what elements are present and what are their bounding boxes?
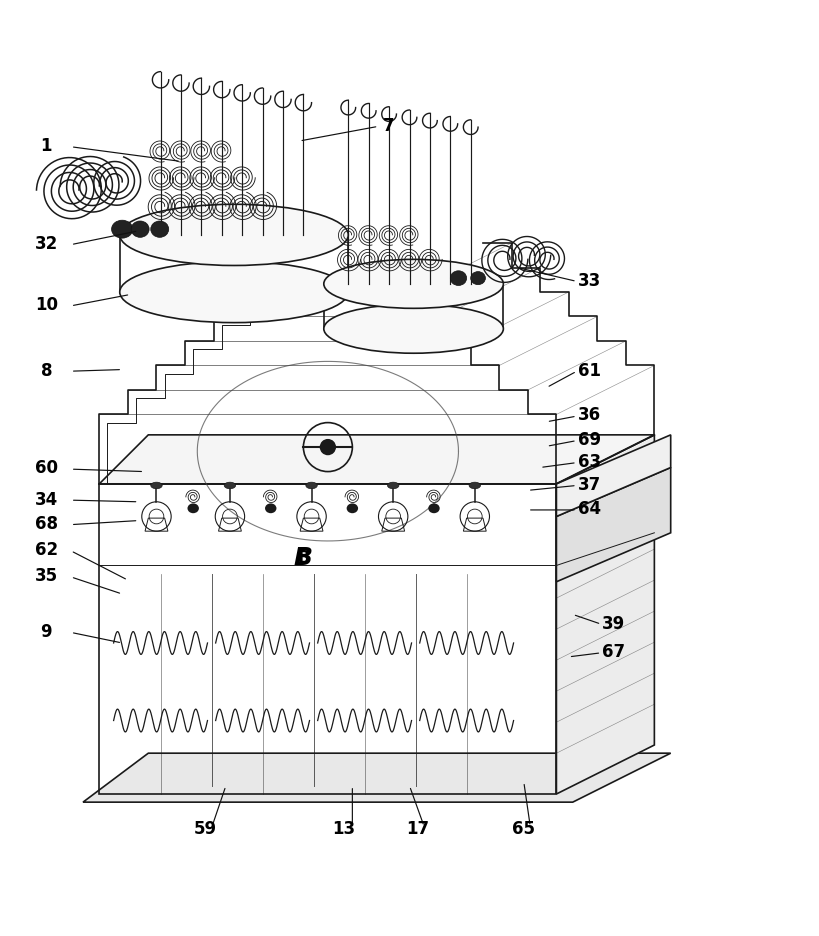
Ellipse shape <box>324 260 504 309</box>
Text: 67: 67 <box>602 642 625 661</box>
Polygon shape <box>556 435 654 794</box>
Text: 17: 17 <box>406 819 429 838</box>
Text: 37: 37 <box>577 475 600 493</box>
Ellipse shape <box>111 221 133 239</box>
Ellipse shape <box>450 271 467 286</box>
Polygon shape <box>83 753 671 802</box>
Ellipse shape <box>120 262 348 323</box>
Polygon shape <box>556 468 671 582</box>
Ellipse shape <box>131 222 149 238</box>
Ellipse shape <box>305 483 317 490</box>
Text: 64: 64 <box>577 500 600 518</box>
Ellipse shape <box>469 483 481 490</box>
Text: 8: 8 <box>40 361 52 379</box>
Ellipse shape <box>324 305 504 354</box>
Text: 35: 35 <box>34 566 58 585</box>
Text: 39: 39 <box>602 614 625 632</box>
Text: 59: 59 <box>194 819 217 838</box>
Text: 9: 9 <box>40 622 52 640</box>
Ellipse shape <box>224 483 236 490</box>
Text: B: B <box>294 546 313 570</box>
Ellipse shape <box>428 504 440 514</box>
Ellipse shape <box>120 205 348 266</box>
Text: 63: 63 <box>577 452 600 471</box>
Ellipse shape <box>346 504 358 514</box>
Text: 62: 62 <box>34 541 58 559</box>
Text: 68: 68 <box>34 515 58 533</box>
Ellipse shape <box>265 504 277 514</box>
Text: 1: 1 <box>40 137 52 155</box>
Ellipse shape <box>188 504 199 514</box>
Text: 61: 61 <box>577 361 600 379</box>
Text: 13: 13 <box>333 819 355 838</box>
Text: 10: 10 <box>34 296 58 314</box>
Text: 34: 34 <box>34 490 58 508</box>
Text: 69: 69 <box>577 431 600 448</box>
Ellipse shape <box>151 483 162 490</box>
Text: 65: 65 <box>512 819 536 838</box>
Text: B: B <box>297 548 310 566</box>
Ellipse shape <box>387 483 399 490</box>
Ellipse shape <box>471 272 486 285</box>
Text: 33: 33 <box>577 271 600 289</box>
Text: 36: 36 <box>577 406 600 424</box>
Polygon shape <box>99 435 654 484</box>
Text: 7: 7 <box>383 117 395 135</box>
Circle shape <box>319 440 336 456</box>
Text: 32: 32 <box>34 235 58 253</box>
Ellipse shape <box>151 222 169 238</box>
Text: 60: 60 <box>34 459 58 477</box>
Polygon shape <box>556 435 671 517</box>
